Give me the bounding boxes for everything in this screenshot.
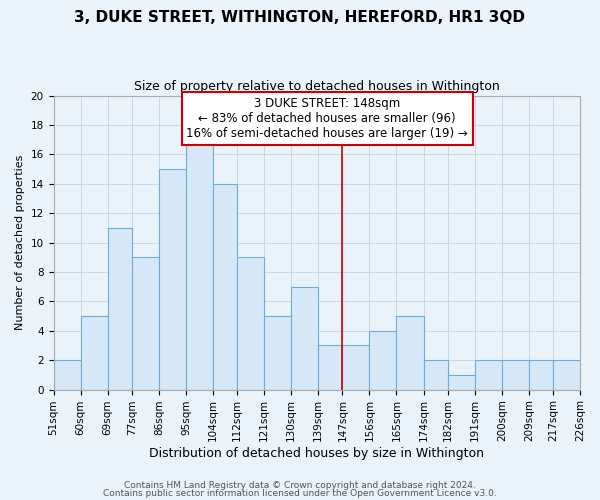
Bar <box>159 169 186 390</box>
Bar <box>502 360 529 390</box>
Title: Size of property relative to detached houses in Withington: Size of property relative to detached ho… <box>134 80 500 93</box>
Bar <box>186 140 213 390</box>
Bar <box>264 316 291 390</box>
Bar <box>553 360 580 390</box>
Bar <box>53 360 80 390</box>
Bar <box>343 346 370 390</box>
Y-axis label: Number of detached properties: Number of detached properties <box>15 155 25 330</box>
Bar <box>397 316 424 390</box>
Text: Contains public sector information licensed under the Open Government Licence v3: Contains public sector information licen… <box>103 489 497 498</box>
Text: 3 DUKE STREET: 148sqm
← 83% of detached houses are smaller (96)
16% of semi-deta: 3 DUKE STREET: 148sqm ← 83% of detached … <box>187 97 468 140</box>
Text: Contains HM Land Registry data © Crown copyright and database right 2024.: Contains HM Land Registry data © Crown c… <box>124 480 476 490</box>
Bar <box>132 258 159 390</box>
Text: 3, DUKE STREET, WITHINGTON, HEREFORD, HR1 3QD: 3, DUKE STREET, WITHINGTON, HEREFORD, HR… <box>74 10 526 25</box>
Bar <box>318 346 343 390</box>
Bar <box>424 360 448 390</box>
Bar <box>370 331 397 390</box>
Bar <box>107 228 132 390</box>
Bar <box>475 360 502 390</box>
X-axis label: Distribution of detached houses by size in Withington: Distribution of detached houses by size … <box>149 447 484 460</box>
Bar <box>80 316 107 390</box>
Bar <box>448 375 475 390</box>
Bar <box>213 184 237 390</box>
Bar <box>291 286 318 390</box>
Bar <box>237 258 264 390</box>
Bar <box>529 360 553 390</box>
